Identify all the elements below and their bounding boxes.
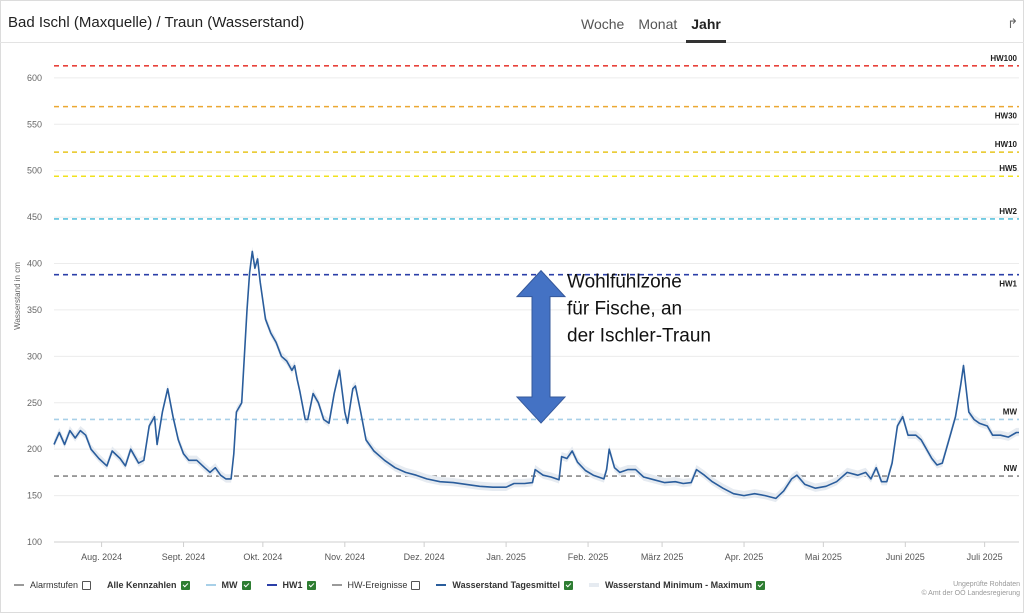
x-tick-label: Feb. 2025: [568, 552, 609, 562]
series-line-tagesmittel: [53, 250, 1019, 500]
threshold-label-hw30: HW30: [995, 112, 1018, 121]
x-tick-label: Okt. 2024: [243, 552, 282, 562]
y-tick-label: 150: [27, 491, 42, 501]
threshold-label-mw: MW: [1003, 407, 1018, 416]
legend-item-min-max[interactable]: Wasserstand Minimum - Maximum: [588, 580, 766, 590]
legend-symbol: [588, 583, 599, 587]
threshold-label-hw100: HW100: [990, 54, 1017, 63]
threshold-label-nw: NW: [1004, 464, 1018, 473]
x-tick-label: März 2025: [641, 552, 684, 562]
x-tick-label: Dez. 2024: [404, 552, 445, 562]
legend-symbol: [436, 584, 447, 586]
legend-checkbox[interactable]: [241, 580, 251, 590]
share-arrow-icon[interactable]: ↱: [1007, 16, 1018, 31]
threshold-label-hw5: HW5: [999, 164, 1017, 173]
y-tick-label: 100: [27, 537, 42, 547]
threshold-label-hw10: HW10: [995, 140, 1018, 149]
x-tick-label: Aug. 2024: [81, 552, 122, 562]
chart-header: Bad Ischl (Maxquelle) / Traun (Wassersta…: [0, 0, 1024, 43]
chart-title: Bad Ischl (Maxquelle) / Traun (Wassersta…: [8, 14, 305, 31]
annotation-line: Wohlfühlzone: [567, 271, 682, 292]
x-tick-label: Jan. 2025: [486, 552, 526, 562]
x-tick-label: Sept. 2024: [162, 552, 206, 562]
legend-checkbox[interactable]: [563, 580, 573, 590]
annotation-line: der Ischler-Traun: [567, 325, 711, 346]
legend-item-alle-kennzahlen[interactable]: Alle Kennzahlen: [107, 580, 190, 590]
y-tick-label: 350: [27, 305, 42, 315]
y-tick-label: 400: [27, 259, 42, 269]
tab-woche[interactable]: Woche: [581, 16, 625, 32]
legend-symbol: [331, 584, 342, 586]
y-tick-label: 600: [27, 73, 42, 83]
legend-item-hw-ereignisse[interactable]: HW-Ereignisse: [331, 580, 421, 590]
y-tick-label: 550: [27, 119, 42, 129]
legend-item-hw1[interactable]: HW1: [266, 580, 316, 590]
legend-checkbox[interactable]: [82, 580, 92, 590]
legend-checkbox[interactable]: [306, 580, 316, 590]
y-tick-label: 200: [27, 444, 42, 454]
y-tick-label: 250: [27, 398, 42, 408]
tab-jahr[interactable]: Jahr: [686, 0, 726, 43]
x-tick-label: Nov. 2024: [325, 552, 365, 562]
y-tick-label: 300: [27, 351, 42, 361]
legend-checkbox[interactable]: [180, 580, 190, 590]
legend-symbol: [266, 584, 277, 586]
legend-symbol: [14, 584, 24, 586]
x-tick-label: Apr. 2025: [725, 552, 764, 562]
annotation-line: für Fische, an: [567, 298, 682, 319]
legend-checkbox[interactable]: [756, 580, 766, 590]
threshold-label-hw1: HW1: [999, 280, 1017, 289]
legend-checkbox[interactable]: [411, 580, 421, 590]
annotation-text: Wohlfühlzone für Fische, an der Ischler-Tr…: [567, 271, 711, 346]
legend-symbol: [205, 584, 216, 586]
tab-monat[interactable]: Monat: [638, 16, 678, 32]
double-arrow-icon: [515, 269, 567, 424]
x-tick-label: Mai 2025: [805, 552, 842, 562]
x-tick-label: Juni 2025: [886, 552, 925, 562]
y-tick-label: 500: [27, 166, 42, 176]
legend-item-mw[interactable]: MW: [205, 580, 251, 590]
legend-item-alarmstufen[interactable]: Alarmstufen: [14, 580, 92, 590]
legend-item-tagesmittel[interactable]: Wasserstand Tagesmittel: [436, 580, 573, 590]
water-level-chart: 100 150 200 250 300 350 400 450 500 550 600 Wassers…: [13, 54, 1019, 562]
credit-text: Ungeprüfte Rohdaten © Amt der OÖ Landesr…: [921, 581, 1020, 597]
period-tabs: Woche Monat Jahr: [576, 0, 730, 43]
x-tick-label: Juli 2025: [967, 552, 1003, 562]
y-axis-label: Wasserstand in cm: [13, 262, 22, 330]
y-tick-label: 450: [27, 212, 42, 222]
threshold-label-hw2: HW2: [999, 207, 1017, 216]
chart-legend: Alarmstufen Alle Kennzahlen MW HW1 HW-Er…: [14, 576, 781, 594]
